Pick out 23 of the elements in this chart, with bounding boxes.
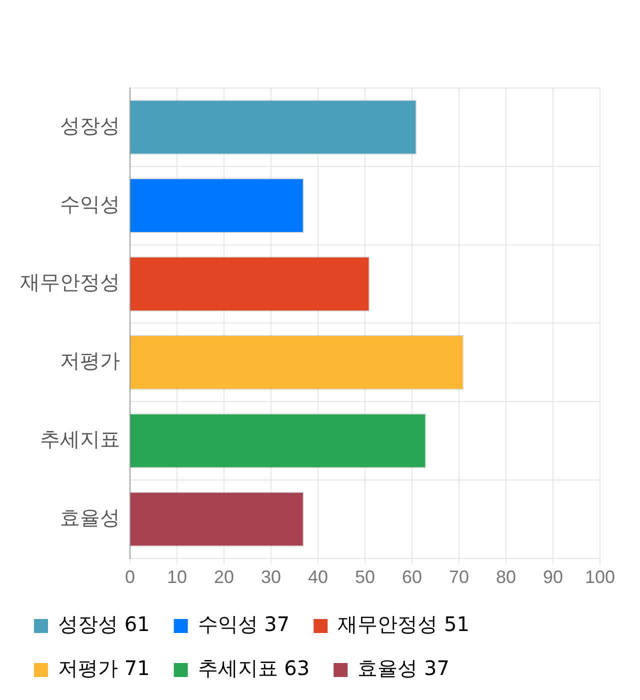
x-tick-label: 20: [214, 567, 234, 588]
y-tick-label: 성장성: [60, 113, 120, 138]
x-tick-label: 90: [542, 567, 564, 588]
y-tick-label: 재무안정성: [20, 270, 120, 294]
legend-label: 저평가 71: [58, 656, 150, 680]
x-tick-label: 10: [166, 567, 188, 588]
x-tick-label: 70: [448, 567, 470, 588]
y-tick-label: 추세지표: [40, 427, 120, 452]
x-tick-label: 60: [402, 567, 422, 588]
legend-label: 추세지표 63: [198, 656, 310, 680]
x-tick-label: 30: [260, 567, 282, 588]
legend-label: 효율성 37: [358, 656, 450, 680]
y-tick-label: 저평가: [60, 348, 120, 373]
y-tick-label: 수익성: [60, 192, 120, 216]
x-tick-label: 50: [354, 567, 376, 588]
x-tick-label: 40: [308, 567, 328, 588]
legend-label: 재무안정성 51: [338, 612, 470, 636]
legend-label: 수익성 37: [198, 612, 290, 636]
x-tick-label: 0: [124, 567, 136, 588]
x-tick-label: 100: [584, 567, 616, 588]
x-tick-label: 80: [496, 567, 516, 588]
legend-label: 성장성 61: [58, 612, 150, 636]
y-tick-label: 효율성: [60, 505, 120, 530]
